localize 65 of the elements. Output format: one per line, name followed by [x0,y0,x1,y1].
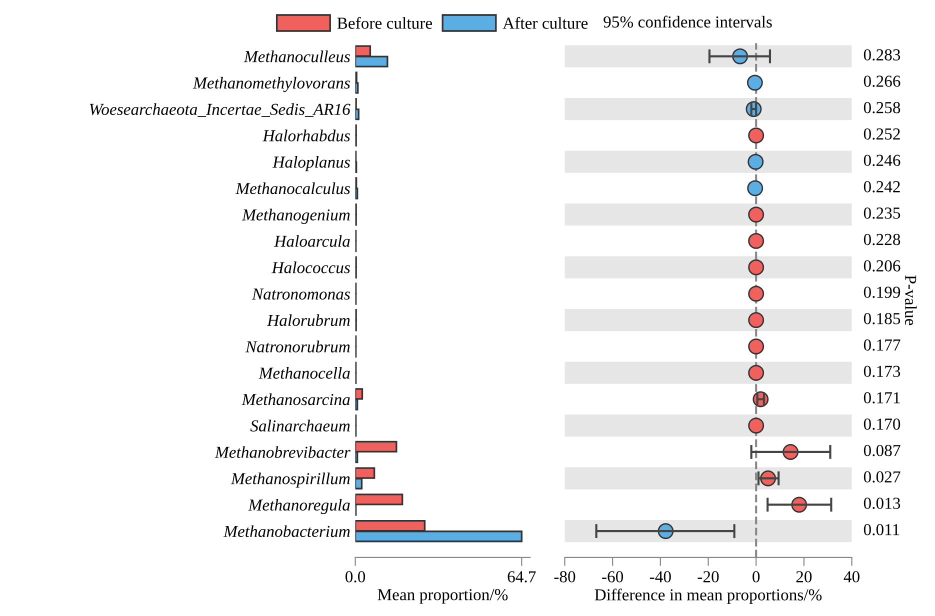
y-tick-label: Methanogenium [242,208,350,224]
text: 0.235 [864,208,900,219]
y-tick-label: Halorhabdus [262,130,350,142]
y-tick-label: Methanoregula [248,498,350,514]
text: 0.177 [864,339,900,351]
y-tick-label: Natronomonas [252,288,350,300]
y-tick-label: Natronorubrum [245,340,350,352]
point [746,74,763,91]
text: 0.246 [864,154,900,166]
text: 0.206 [864,260,900,272]
text: 0.283 [864,49,900,61]
text: 0.170 [864,418,900,430]
point [748,286,764,302]
y-tick-label: Woesearchaeota_Incertae_Sedis_AR16 [90,103,350,117]
point [748,418,764,434]
point [748,232,764,249]
text: 0.027 [864,471,900,483]
text: 0.266 [864,76,900,87]
text: 0.258 [864,102,900,114]
y-tick-label: Methanocalculus [235,182,350,194]
text: 0.173 [864,366,900,378]
y-tick-label: Methanobacterium [223,525,350,538]
point [748,364,764,381]
text: 0.185 [864,313,900,324]
point [748,338,764,354]
y-tick-label: Halococcus [272,262,350,274]
x-tick-label: 0 [752,571,760,582]
y-tick-label: Methanospirillum [230,472,350,488]
x-tick-label: -20 [698,571,719,582]
x-tick-label: 20 [796,571,812,582]
point [748,154,764,170]
y-tick-label: Halorubrum [266,314,350,326]
point [748,259,764,276]
y-tick-label: Methanosarcina [242,393,350,406]
text: 0.171 [864,392,900,404]
text: 95% confidence intervals [604,16,772,28]
y-tick-label: Methanomethylovorans [192,76,350,92]
text: 0.011 [864,524,900,536]
x-tick-label: -80 [554,571,576,582]
x-tick-label: 40 [844,571,860,582]
x-axis-title: Difference in mean proportions/% [594,588,822,604]
y-tick-label: Salinarchaeum [250,420,350,432]
y-tick-label: Haloarcula [274,235,350,247]
point [747,180,764,196]
point [748,312,764,328]
text: 0.242 [864,181,900,192]
y2-axis-title: P-value [905,275,917,326]
text: 0.087 [864,444,900,456]
text: 0.228 [864,234,900,246]
point [748,127,764,144]
text: 0.252 [864,128,900,140]
y-tick-label: Methanoculleus [244,50,350,62]
text: 0.199 [864,286,900,298]
y-tick-label: Haloplanus [272,156,350,172]
point [748,206,764,223]
legend-label: Before culture [337,16,432,29]
x-tick-label: -60 [602,571,624,582]
y-tick-label: Methanobrevibacter [214,446,350,458]
x-tick-label: -40 [650,571,671,582]
x-tick-label: 64.7 [508,571,536,582]
x-axis-title: Mean proportion/% [378,589,508,604]
legend-label: After culture [502,16,588,29]
text: 0.013 [864,498,900,509]
y-tick-label: Methanocella [258,367,350,379]
x-tick-label: 0.0 [346,571,366,582]
